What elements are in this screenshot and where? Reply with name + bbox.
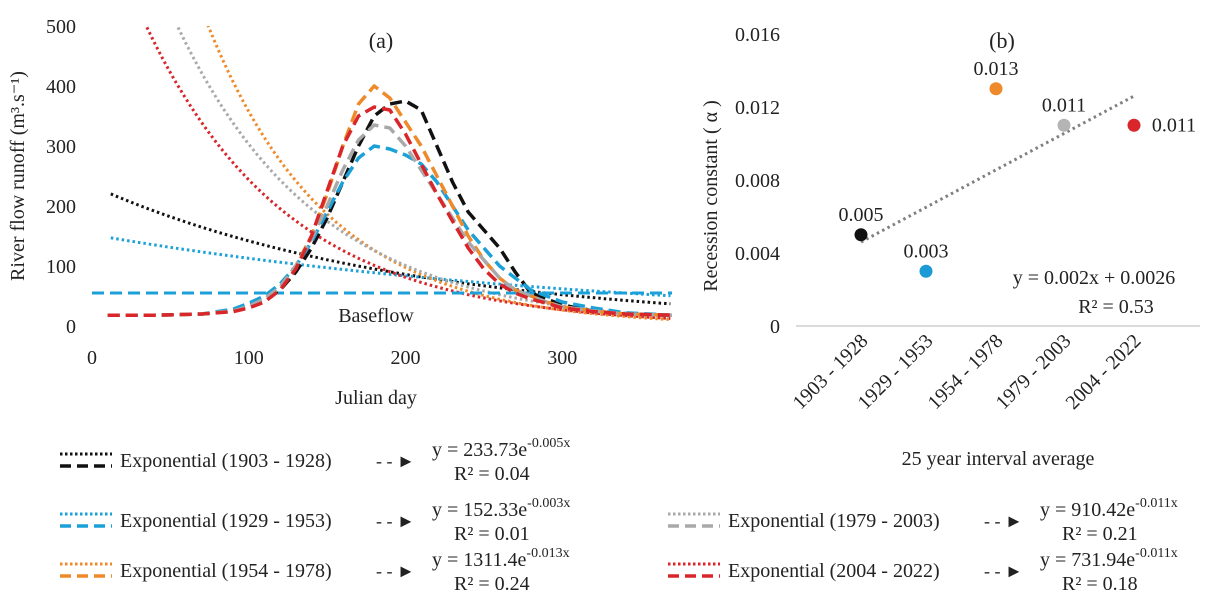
legend-equation-exponent: -0.005x — [527, 436, 570, 451]
panel-b-y-ticks: 0 0.004 0.008 0.012 0.016 — [735, 24, 780, 338]
panel-b-label: (b) — [989, 28, 1015, 53]
panel-a-x-axis-label: Julian day — [335, 387, 417, 409]
series-line-2004-2022 — [107, 105, 672, 317]
point-label-3: 0.011 — [1042, 94, 1086, 116]
panel-a: (a) River flow runoff (m³.s⁻¹) Julian da… — [7, 16, 672, 409]
panel-a-x-tick-3: 300 — [547, 347, 577, 369]
panel-b-trend-equation: y = 0.002x + 0.0026 — [1013, 267, 1176, 289]
panel-a-y-tick-1: 100 — [46, 256, 76, 278]
point-label-0: 0.005 — [839, 204, 884, 226]
legend-equation-exponent: -0.003x — [527, 496, 570, 511]
legend-arrow: - - ► — [984, 511, 1023, 531]
point-label-4: 0.011 — [1152, 114, 1196, 136]
legend-r2: R² = 0.18 — [1062, 573, 1138, 594]
panel-a-y-tick-2: 200 — [46, 196, 76, 218]
panel-b-x-axis-label: 25 year interval average — [902, 448, 1095, 470]
legend-arrow: - - ► — [984, 561, 1023, 581]
point-1979-2003 — [1057, 118, 1071, 132]
panel-a-x-tick-0: 0 — [87, 347, 97, 369]
panel-a-x-tick-2: 200 — [391, 347, 421, 369]
panel-b-trendline — [860, 94, 1135, 244]
legend-equation: y = 910.42e-0.011x — [1040, 496, 1178, 521]
panel-b-trend-r2: R² = 0.53 — [1078, 296, 1154, 318]
series-line-1929-1953 — [107, 144, 672, 317]
legend-equation: y = 731.94e-0.011x — [1040, 546, 1178, 571]
panel-a-y-tick-4: 400 — [46, 76, 76, 98]
series-line-1979-2003 — [107, 123, 672, 317]
point-1929-1953 — [919, 264, 933, 278]
panel-a-x-ticks: 0 100 200 300 — [87, 347, 577, 369]
panel-b-y-axis-label: Recession constant ( α ) — [700, 100, 722, 292]
panel-a-y-tick-5: 500 — [46, 16, 76, 38]
legend-equation-exponent: -0.011x — [1135, 546, 1178, 561]
trendline-1979-2003 — [175, 26, 671, 319]
legend-r2: R² = 0.01 — [454, 523, 530, 545]
point-label-2: 0.013 — [974, 58, 1019, 80]
legend-entry-1929-1953: Exponential (1929 - 1953) - - ► y = 152.33… — [60, 496, 570, 545]
baseflow-label: Baseflow — [338, 305, 414, 327]
panel-b-y-tick-3: 0.012 — [735, 97, 780, 119]
legend-label: Exponential (1979 - 2003) — [728, 510, 940, 532]
legend-equation: y = 1311.4e-0.013x — [432, 546, 570, 571]
legend-label: Exponential (1954 - 1978) — [120, 560, 332, 582]
legend-equation: y = 152.33e-0.003x — [432, 496, 570, 521]
legend-equation-exponent: -0.011x — [1135, 496, 1178, 511]
trendline-1929-1953 — [110, 236, 671, 298]
point-label-1: 0.003 — [904, 240, 949, 262]
panel-b-y-tick-4: 0.016 — [735, 24, 780, 46]
legend-entry-2004-2022: Exponential (2004 - 2022) - - ► y = 731.94… — [668, 546, 1178, 594]
panel-b-points — [854, 82, 1141, 278]
panel-a-y-ticks: 0 100 200 300 400 500 — [46, 16, 76, 338]
series-line-1903-1928 — [107, 99, 672, 317]
legend-entry-1903-1928: Exponential (1903 - 1928) - - ► y = 233.73… — [60, 436, 570, 485]
panel-a-series-lines — [107, 84, 672, 317]
point-2004-2022 — [1127, 118, 1141, 132]
point-1903-1928 — [854, 228, 868, 242]
legend-equation-exponent: -0.013x — [526, 546, 569, 561]
series-line-1954-1978 — [107, 84, 672, 317]
legend-r2: R² = 0.21 — [1062, 523, 1138, 545]
panel-a-y-axis-label: River flow runoff (m³.s⁻¹) — [7, 71, 29, 281]
panel-b: (b) Recession constant ( α ) 25 year int… — [700, 24, 1200, 470]
legend-equation: y = 233.73e-0.005x — [432, 436, 570, 461]
panel-b-x-tick-4: 2004 - 2022 — [1062, 330, 1146, 414]
legend-arrow: - - ► — [376, 561, 415, 581]
legend-label: Exponential (2004 - 2022) — [728, 560, 940, 582]
panel-b-y-tick-0: 0 — [770, 316, 780, 338]
legend-arrow: - - ► — [376, 451, 415, 471]
point-1954-1978 — [989, 82, 1003, 96]
legend-arrow: - - ► — [376, 511, 415, 531]
panel-b-point-labels: 0.005 0.003 0.013 0.011 0.011 — [839, 58, 1197, 263]
legend-r2: R² = 0.04 — [454, 463, 530, 485]
legend-r2: R² = 0.24 — [454, 573, 530, 594]
panel-b-y-tick-2: 0.008 — [735, 170, 780, 192]
trendline-1903-1928 — [110, 192, 671, 306]
legend-label: Exponential (1929 - 1953) — [120, 510, 332, 532]
legend-entry-1979-2003: Exponential (1979 - 2003) - - ► y = 910.42… — [668, 496, 1178, 545]
panel-a-label: (a) — [369, 28, 393, 53]
panel-a-plot-area — [92, 26, 672, 321]
panel-b-y-tick-1: 0.004 — [735, 243, 780, 265]
legend-entry-1954-1978: Exponential (1954 - 1978) - - ► y = 1311.4… — [60, 546, 570, 594]
panel-a-y-tick-0: 0 — [66, 316, 76, 338]
panel-a-y-tick-3: 300 — [46, 136, 76, 158]
legend-label: Exponential (1903 - 1928) — [120, 450, 332, 472]
panel-a-x-tick-1: 100 — [234, 347, 264, 369]
